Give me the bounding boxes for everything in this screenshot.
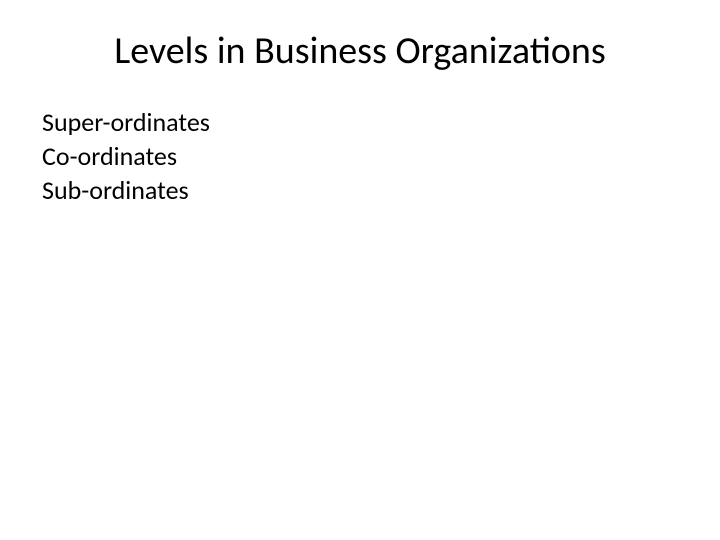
list-item: Super-ordinates xyxy=(42,106,678,140)
slide-container: Levels in Business Organizations Super-o… xyxy=(0,0,720,540)
list-item: Co-ordinates xyxy=(42,140,678,174)
list-item: Sub-ordinates xyxy=(42,174,678,208)
slide-body: Super-ordinates Co-ordinates Sub-ordinat… xyxy=(42,106,678,207)
slide-title: Levels in Business Organizations xyxy=(42,28,678,74)
